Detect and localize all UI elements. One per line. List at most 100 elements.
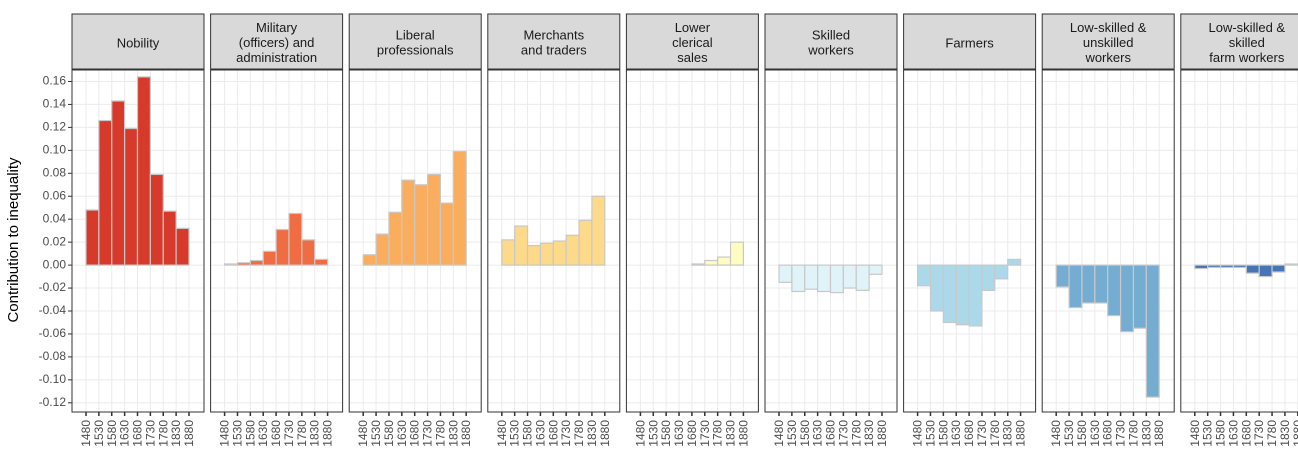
x-tick-label: 1730 [282, 420, 296, 447]
bar [439, 202, 454, 266]
x-tick-label: 1680 [824, 420, 838, 447]
bar [1119, 264, 1135, 333]
y-tick-label: -0.08 [39, 349, 67, 363]
bar [1055, 264, 1070, 288]
y-tick-label: -0.12 [39, 395, 67, 409]
bar [942, 264, 957, 324]
facet-title: Military (officers) and administration [236, 20, 317, 65]
panel-border [1041, 69, 1175, 413]
x-tick-label: 1580 [243, 420, 257, 447]
bar [362, 254, 377, 266]
x-tick-label: 1530 [1201, 420, 1215, 447]
bar [301, 239, 316, 266]
x-tick-label: 1680 [131, 420, 145, 447]
x-tick-label: 1780 [572, 420, 586, 447]
bar [136, 76, 151, 266]
y-tick-label: 0.04 [43, 211, 67, 225]
x-tick-label: 1580 [659, 420, 673, 447]
bar [968, 264, 983, 327]
x-tick-label: 1480 [218, 420, 232, 447]
x-tick-label: 1780 [295, 420, 309, 447]
bar [578, 219, 593, 266]
facet-strip [487, 13, 621, 70]
x-tick-label: 1730 [143, 420, 157, 447]
bar [111, 100, 126, 266]
bar [1258, 264, 1273, 278]
bar [1081, 264, 1096, 304]
facet-strip [625, 13, 759, 70]
bar [981, 264, 996, 291]
x-tick-label: 1630 [949, 420, 963, 447]
panel-border [1180, 69, 1298, 413]
bar [778, 264, 793, 283]
bar [916, 264, 932, 287]
x-tick-label: 1630 [118, 420, 132, 447]
y-tick-label: 0.08 [43, 165, 67, 179]
facet-title: Low-skilled & unskilled workers [1070, 20, 1147, 65]
x-tick-label: 1680 [962, 420, 976, 447]
bar [717, 256, 732, 266]
y-tick-label: 0.12 [43, 120, 67, 134]
x-tick-label: 1680 [269, 420, 283, 447]
x-tick-label: 1480 [79, 420, 93, 447]
bar [817, 264, 832, 293]
panel-background [1180, 70, 1298, 412]
x-tick-label: 1530 [1062, 420, 1076, 447]
y-tick-label: -0.04 [39, 303, 67, 317]
bar [288, 212, 303, 266]
bar [791, 264, 806, 293]
bar [162, 210, 177, 266]
bar [526, 244, 542, 266]
y-tick-label: 0.14 [43, 97, 67, 111]
bar [124, 127, 139, 266]
x-tick-label: 1880 [459, 420, 473, 447]
bar [236, 262, 251, 266]
facet-title: Lower clerical sales [672, 20, 713, 65]
bar [691, 263, 706, 266]
facet-title: Low-skilled & skilled farm workers [1209, 20, 1286, 65]
x-tick-label: 1880 [1014, 420, 1028, 447]
bar [1132, 264, 1147, 329]
bar [855, 264, 870, 291]
bar [1007, 258, 1022, 266]
x-tick-label: 1730 [975, 420, 989, 447]
x-tick-label: 1680 [1101, 420, 1115, 447]
bar [175, 227, 190, 266]
y-tick-label: 0.10 [43, 143, 67, 157]
facet-strip [1180, 13, 1298, 70]
x-tick-label: 1830 [1001, 420, 1015, 447]
bar [375, 233, 390, 266]
x-tick-label: 1530 [92, 420, 106, 447]
x-tick-label: 1830 [446, 420, 460, 447]
facet-strip [1041, 13, 1175, 70]
bar [262, 250, 277, 266]
x-tick-label: 1880 [182, 420, 196, 447]
bar [224, 263, 239, 266]
y-axis-label: Contribution to inequality [5, 157, 22, 323]
x-tick-label: 1480 [495, 420, 509, 447]
y-tick-label: 0.06 [43, 188, 67, 202]
x-tick-label: 1730 [698, 420, 712, 447]
facet-title: Liberal professionals [377, 28, 454, 58]
x-tick-label: 1480 [1049, 420, 1063, 447]
x-tick-label: 1630 [811, 420, 825, 447]
bar [1145, 264, 1160, 398]
x-tick-label: 1780 [988, 420, 1002, 447]
facet-title: Nobility [117, 35, 160, 50]
bar [514, 225, 529, 266]
bar [1271, 264, 1286, 273]
bar [955, 264, 970, 326]
bar [401, 179, 416, 266]
bar [829, 264, 844, 294]
facet-strip [764, 13, 898, 70]
x-tick-label: 1530 [230, 420, 244, 447]
bar [1207, 264, 1222, 268]
bar [501, 239, 516, 266]
x-tick-label: 1880 [598, 420, 612, 447]
x-tick-label: 1830 [308, 420, 322, 447]
x-tick-label: 1780 [849, 420, 863, 447]
bar [704, 259, 719, 266]
y-tick-label: 0.00 [43, 257, 67, 271]
bar [842, 264, 857, 289]
bar [1194, 264, 1209, 270]
